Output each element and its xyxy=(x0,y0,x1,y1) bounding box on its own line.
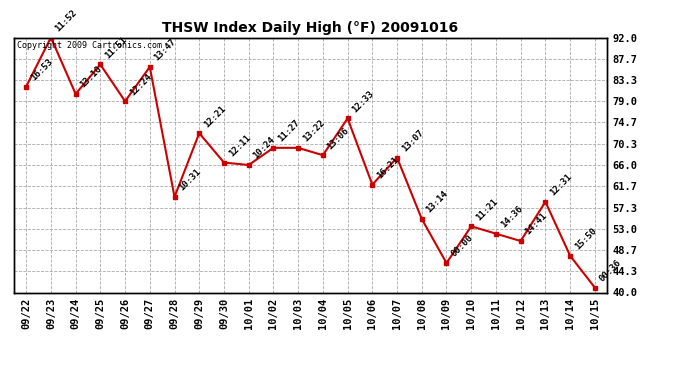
Text: 11:52: 11:52 xyxy=(54,8,79,33)
Text: 13:07: 13:07 xyxy=(400,128,425,153)
Text: 00:00: 00:00 xyxy=(449,234,475,259)
Text: 12:11: 12:11 xyxy=(227,133,252,158)
Text: 12:33: 12:33 xyxy=(351,89,376,114)
Text: 11:27: 11:27 xyxy=(276,118,302,144)
Title: THSW Index Daily High (°F) 20091016: THSW Index Daily High (°F) 20091016 xyxy=(162,21,459,35)
Text: 13:14: 13:14 xyxy=(424,189,450,215)
Text: 12:24: 12:24 xyxy=(128,72,153,97)
Text: Copyright 2009 Cartronics.com: Copyright 2009 Cartronics.com xyxy=(17,41,161,50)
Text: 11:51: 11:51 xyxy=(103,35,128,60)
Text: 12:31: 12:31 xyxy=(548,172,573,198)
Text: 00:36: 00:36 xyxy=(598,258,623,284)
Text: 12:21: 12:21 xyxy=(202,104,228,129)
Text: 13:47: 13:47 xyxy=(152,38,178,63)
Text: 15:50: 15:50 xyxy=(573,226,598,252)
Text: 14:36: 14:36 xyxy=(499,204,524,230)
Text: 13:06: 13:06 xyxy=(326,126,351,151)
Text: 11:21: 11:21 xyxy=(474,197,500,222)
Text: 16:53: 16:53 xyxy=(29,57,55,82)
Text: 13:22: 13:22 xyxy=(301,118,326,144)
Text: 10:31: 10:31 xyxy=(177,167,203,193)
Text: 16:21: 16:21 xyxy=(375,155,400,180)
Text: 13:10: 13:10 xyxy=(79,64,103,90)
Text: 10:24: 10:24 xyxy=(251,135,277,161)
Text: 14:41: 14:41 xyxy=(524,211,549,237)
